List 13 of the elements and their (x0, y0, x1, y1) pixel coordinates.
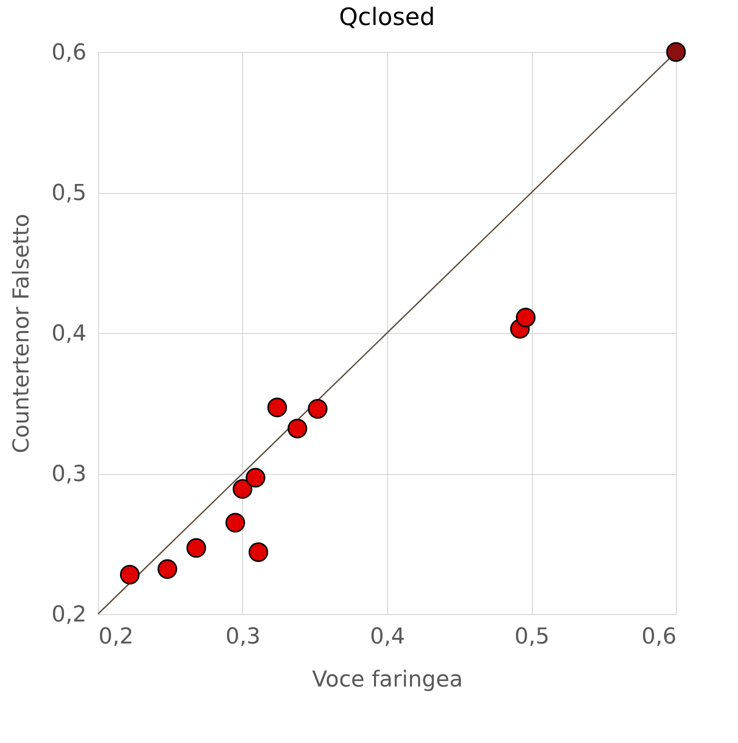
y-tick-label: 0,4 (52, 322, 86, 346)
y-tick-label: 0,3 (52, 462, 86, 487)
x-tick-label: 0,4 (370, 624, 405, 650)
x-axis-title: Voce faringea (312, 668, 463, 692)
y-tick-label: 0,5 (52, 181, 86, 206)
chart-title: Qclosed (339, 2, 435, 31)
x-tick-label: 0,3 (226, 624, 260, 650)
y-tick-label: 0,2 (52, 602, 86, 628)
x-tick-label: 0,5 (514, 624, 550, 650)
y-axis-title: Countertenor Falsetto (10, 214, 35, 454)
x-tick-label: 0,6 (642, 624, 676, 650)
x-tick-label: 0,2 (98, 624, 134, 650)
y-tick-label: 0,6 (52, 40, 86, 66)
